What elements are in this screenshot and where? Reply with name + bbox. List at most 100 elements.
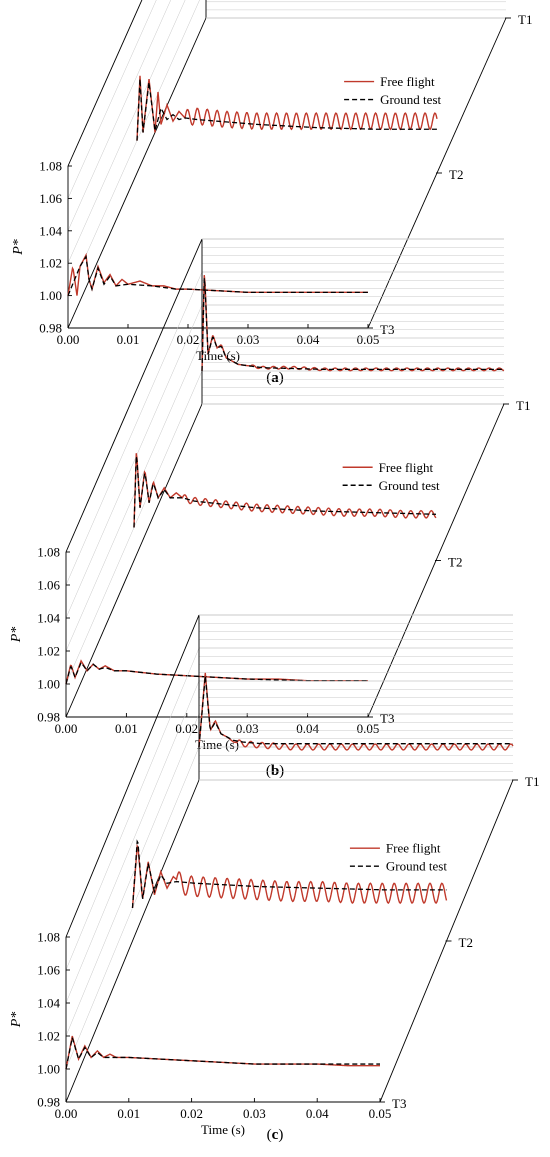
legend-entry: Free flight <box>380 74 435 89</box>
panel-b: 0.98 1.00 1.02 1.04 1.06 1.08 0.00 0.01 0.02 0.03… <box>9 238 530 779</box>
grid-line <box>67 0 186 264</box>
y-tick-label: 0.98 <box>39 321 62 336</box>
back-wall-grid <box>67 0 506 329</box>
series-ground-test-t1 <box>198 675 513 748</box>
legend-entry: Ground test <box>379 478 440 493</box>
grid-line <box>65 713 200 1037</box>
series-ground-test-t3 <box>65 661 368 685</box>
y-axis-label: P* <box>9 627 24 644</box>
y-tick-label: 1.02 <box>37 644 60 659</box>
y-tick-label: 1.04 <box>39 223 62 238</box>
depth-label: T1 <box>516 398 530 413</box>
axis-line <box>65 403 203 718</box>
y-tick-label: 1.02 <box>39 256 62 271</box>
y-axis-label: P* <box>9 1012 24 1029</box>
y-tick-label: 1.08 <box>37 545 60 560</box>
y-tick-label: 0.98 <box>37 1095 60 1110</box>
y-tick-label: 1.00 <box>37 677 60 692</box>
x-tick-label: 0.02 <box>175 721 198 736</box>
y-tick-label: 1.02 <box>37 1029 60 1044</box>
legend-entry: Ground test <box>380 92 441 107</box>
grid-line <box>67 0 200 296</box>
axis-frame <box>67 0 507 329</box>
x-tick-label: 0.02 <box>180 1106 203 1121</box>
x-axis-label: Time (s) <box>201 1122 245 1137</box>
depth-label: T2 <box>448 555 462 570</box>
x-tick-label: 0.03 <box>243 1106 266 1121</box>
series-free-flight-t1 <box>198 672 514 751</box>
axis-line <box>65 614 200 938</box>
series-ground-test-t2 <box>133 456 437 528</box>
y-tick-label: 1.08 <box>39 159 62 174</box>
axis-line <box>67 17 207 329</box>
grid-line <box>65 680 200 1004</box>
series-ground-test-t3 <box>65 1037 380 1070</box>
panel-letter: c <box>272 1127 279 1143</box>
x-tick-label: 0.04 <box>306 1106 329 1121</box>
y-axis-label: P* <box>11 239 26 256</box>
grid-line <box>67 0 157 199</box>
panel-letter: b <box>271 763 279 779</box>
depth-label: T2 <box>459 935 473 950</box>
series-ground-test-t2 <box>136 79 437 141</box>
legend: Free flight Ground test <box>344 74 442 107</box>
y-tick-label: 1.06 <box>37 963 60 978</box>
x-tick-label: 0.04 <box>297 332 320 347</box>
series-ground-test-t3 <box>67 254 368 296</box>
y-tick-label: 1.00 <box>39 288 62 303</box>
x-tick-label: 0.03 <box>236 721 259 736</box>
grid-line <box>65 304 203 619</box>
legend-entry: Free flight <box>386 841 441 856</box>
y-tick-label: 0.98 <box>37 710 60 725</box>
depth-label: T3 <box>392 1096 406 1111</box>
x-tick-label: 0.01 <box>117 1106 140 1121</box>
grid-line <box>65 337 203 652</box>
legend: Free flight Ground test <box>342 460 440 493</box>
x-tick-label: 0.03 <box>237 332 260 347</box>
x-axis-label: Time (s) <box>195 737 239 752</box>
series-ground-test-t1 <box>201 278 504 372</box>
y-tick-label: 1.08 <box>37 930 60 945</box>
series-ground-test-t2 <box>131 839 447 909</box>
x-tick-label: 0.04 <box>296 721 319 736</box>
panel-label: (b) <box>266 763 284 779</box>
grid-line <box>65 647 200 971</box>
axis-line <box>67 0 143 167</box>
depth-label: T1 <box>525 774 539 789</box>
legend-entry: Ground test <box>386 859 447 874</box>
depth-label: T1 <box>518 12 532 27</box>
axis-line <box>65 238 203 553</box>
panel-letter: a <box>271 370 279 386</box>
panel-label: (c) <box>267 1127 284 1143</box>
panel-label: (a) <box>266 370 284 386</box>
x-tick-label: 0.05 <box>357 332 380 347</box>
x-tick-label: 0.05 <box>357 721 380 736</box>
axis-line <box>65 779 200 1103</box>
x-tick-label: 0.00 <box>55 1106 78 1121</box>
x-tick-label: 0.01 <box>117 332 140 347</box>
series-free-flight-t3 <box>65 1035 380 1070</box>
x-tick-label: 0.00 <box>55 721 78 736</box>
series-free-flight-t2 <box>131 843 448 909</box>
depth-label: T3 <box>380 711 394 726</box>
x-tick-label: 0.02 <box>177 332 200 347</box>
legend: Free flight Ground test <box>349 841 447 874</box>
legend-entry: Free flight <box>379 460 434 475</box>
grid-line <box>67 0 172 231</box>
series-free-flight-t1 <box>201 275 505 372</box>
x-tick-label: 0.00 <box>57 332 80 347</box>
y-tick-label: 1.06 <box>37 578 60 593</box>
panel-c: 0.98 1.00 1.02 1.04 1.06 1.08 0.00 0.01 0.02 0.03… <box>9 614 539 1143</box>
series-free-flight-t2 <box>136 75 438 141</box>
grid-line <box>65 271 203 586</box>
depth-label: T2 <box>449 167 463 182</box>
x-tick-label: 0.05 <box>369 1106 392 1121</box>
y-tick-label: 1.00 <box>37 1062 60 1077</box>
y-tick-label: 1.04 <box>37 996 60 1011</box>
series-free-flight-t3 <box>67 252 368 296</box>
x-tick-label: 0.01 <box>115 721 138 736</box>
y-tick-label: 1.06 <box>39 191 62 206</box>
y-tick-label: 1.04 <box>37 611 60 626</box>
panel-a: 0.98 1.00 1.02 1.04 1.06 1.08 0.00 0.01 0.02 0.03… <box>11 0 532 386</box>
